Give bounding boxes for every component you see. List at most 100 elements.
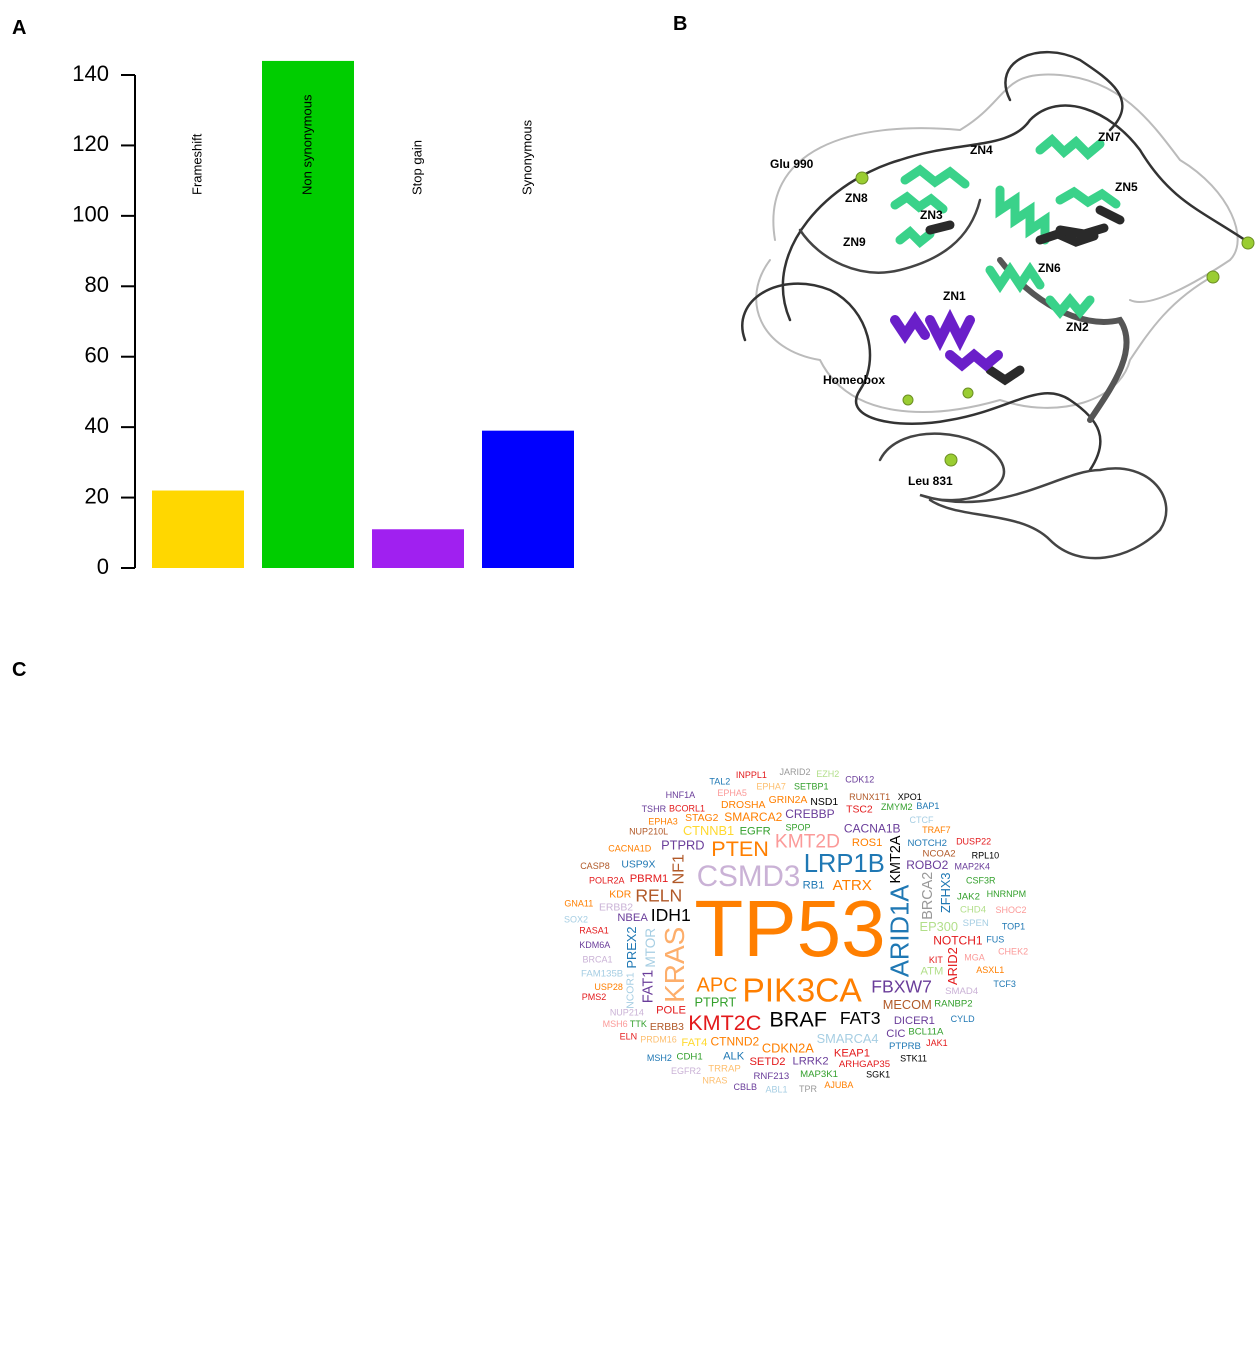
y-tick-label: 0 xyxy=(97,554,109,579)
word: ZFHX3 xyxy=(938,872,953,913)
word: TTK xyxy=(630,1019,647,1029)
word: CIC xyxy=(886,1028,905,1040)
word: IDH1 xyxy=(651,905,691,925)
word: SMAD4 xyxy=(945,986,979,997)
word: RELN xyxy=(635,885,682,905)
word: DICER1 xyxy=(894,1015,935,1027)
word: MSH2 xyxy=(647,1053,672,1063)
word: USP9X xyxy=(621,859,655,870)
word: PIK3CA xyxy=(742,973,862,1010)
word: NSD1 xyxy=(810,797,838,808)
word: PTEN xyxy=(711,836,769,861)
structure-label: ZN5 xyxy=(1115,180,1138,194)
word: BRAF xyxy=(769,1007,827,1032)
word: TCF3 xyxy=(993,979,1016,989)
word: BRCA2 xyxy=(920,872,936,920)
word: SMARCA4 xyxy=(817,1031,879,1046)
word: GNA11 xyxy=(564,899,593,909)
word: LRRK2 xyxy=(792,1056,828,1068)
y-tick-label: 100 xyxy=(72,202,109,227)
structure-label: ZN2 xyxy=(1066,320,1089,334)
word: EPHA5 xyxy=(717,788,747,798)
word: NRAS xyxy=(702,1075,727,1085)
word: ROBO2 xyxy=(906,858,948,872)
word: ARID2 xyxy=(945,947,960,985)
word: KMT2D xyxy=(775,831,840,852)
word: TSHR xyxy=(642,804,667,814)
word: ARHGAP35 xyxy=(839,1059,890,1070)
word: FUS xyxy=(986,935,1004,945)
structure-label: Leu 831 xyxy=(908,474,953,488)
word: NUP210L xyxy=(629,826,668,836)
word-cloud: TP53PIK3CACSMD3KRASLRP1BARID1ABRAFPTENKM… xyxy=(564,767,1028,1095)
y-tick-label: 80 xyxy=(85,272,109,297)
y-tick-label: 20 xyxy=(85,483,109,508)
word: RNF213 xyxy=(754,1071,790,1082)
word: ROS1 xyxy=(852,837,882,849)
word: RB1 xyxy=(803,879,825,891)
word: EP300 xyxy=(920,919,958,934)
word: JARID2 xyxy=(779,767,810,777)
word: CTNNB1 xyxy=(683,823,734,838)
word: ARID1A xyxy=(886,884,914,977)
word: NF1 xyxy=(670,854,687,884)
word: CREBBP xyxy=(785,807,834,821)
word: CACNA1B xyxy=(844,821,901,835)
word: POLE xyxy=(656,1004,686,1016)
word: PREX2 xyxy=(624,927,639,969)
word: ABL1 xyxy=(766,1085,788,1095)
word: NCOA2 xyxy=(923,849,956,860)
word: PTPRB xyxy=(889,1041,921,1052)
bar xyxy=(372,529,464,568)
structure-label: Homeobox xyxy=(823,373,885,387)
word: MGA xyxy=(964,953,985,963)
word: EZH2 xyxy=(816,769,839,779)
word: CHEK2 xyxy=(998,946,1028,956)
word: STAG2 xyxy=(685,813,719,824)
word: BCL11A xyxy=(908,1027,944,1038)
word: EGFR xyxy=(740,826,771,838)
word: CASP8 xyxy=(580,861,610,871)
word: CBLB xyxy=(733,1082,757,1092)
word: TSC2 xyxy=(846,804,873,815)
structure-label: ZN7 xyxy=(1098,130,1121,144)
word: CDKN2A xyxy=(762,1040,814,1055)
word: CHD4 xyxy=(960,905,987,916)
word: SMARCA2 xyxy=(724,810,782,824)
word: POLR2A xyxy=(589,876,625,886)
structure-label: ZN1 xyxy=(943,289,966,303)
structure-label: ZN4 xyxy=(970,143,993,157)
word: BAP1 xyxy=(916,801,939,811)
bar-category-label: Synonymous xyxy=(519,119,534,195)
word: USP28 xyxy=(594,982,623,992)
word: EPHA3 xyxy=(648,816,678,826)
bar-category-label: Stop gain xyxy=(409,140,424,195)
structure-label: ZN6 xyxy=(1038,261,1061,275)
word: CACNA1D xyxy=(608,843,652,853)
word: EGFR2 xyxy=(671,1066,701,1076)
structure-label: ZN3 xyxy=(920,208,943,222)
word: KDR xyxy=(609,890,631,901)
word: HNF1A xyxy=(666,790,696,800)
word: NBEA xyxy=(617,912,648,924)
word: NCOR1 xyxy=(626,972,637,1009)
word: FAT4 xyxy=(681,1037,707,1049)
word: TRRAP xyxy=(708,1063,741,1074)
protein-structure xyxy=(742,52,1254,558)
word: SPOP xyxy=(785,822,810,832)
word: BRCA1 xyxy=(582,954,612,964)
structure-label: ZN8 xyxy=(845,191,868,205)
word: INPPL1 xyxy=(736,770,767,780)
word: BCORL1 xyxy=(669,803,705,813)
word: JAK1 xyxy=(926,1038,948,1048)
word: NOTCH2 xyxy=(907,838,946,849)
word: TPR xyxy=(799,1084,818,1094)
word: JAK2 xyxy=(957,891,980,902)
word: SETD2 xyxy=(749,1056,785,1068)
word: TP53 xyxy=(694,884,885,973)
word: PBRM1 xyxy=(630,873,669,885)
word: MAP3K1 xyxy=(800,1069,838,1080)
word: RANBP2 xyxy=(934,999,972,1010)
word: CTNND2 xyxy=(711,1034,760,1048)
word: FAT1 xyxy=(641,970,657,1003)
